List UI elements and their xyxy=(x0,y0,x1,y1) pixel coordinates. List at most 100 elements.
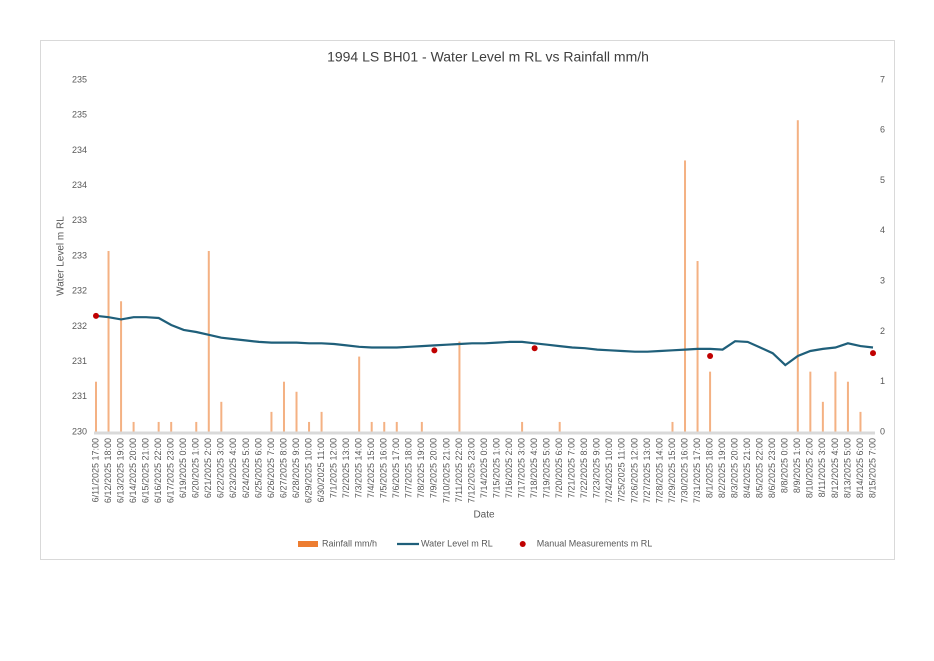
rain-bar xyxy=(696,261,699,432)
legend-swatch xyxy=(298,541,318,547)
manual-point xyxy=(870,350,876,357)
x-tick-label: 7/4/2025 15:00 xyxy=(366,438,376,498)
x-tick-label: 7/11/2025 22:00 xyxy=(454,438,464,502)
x-tick-label: 7/27/2025 13:00 xyxy=(642,438,652,503)
x-tick-label: 6/24/2025 5:00 xyxy=(241,438,251,498)
x-tick-label: 7/22/2025 8:00 xyxy=(579,438,589,498)
legend-label: Rainfall mm/h xyxy=(322,538,377,548)
rain-bar xyxy=(395,421,398,432)
x-tick-label: 6/22/2025 3:00 xyxy=(216,438,226,498)
x-tick-label: 6/19/2025 0:00 xyxy=(178,438,188,498)
x-tick-label: 7/19/2025 5:00 xyxy=(542,438,552,498)
x-tick-label: 7/10/2025 21:00 xyxy=(441,438,451,503)
x-tick-label: 7/1/2025 12:00 xyxy=(328,438,338,498)
rain-bar xyxy=(308,421,311,432)
rain-bar xyxy=(834,371,837,432)
manual-point xyxy=(531,345,538,352)
x-tick-label: 6/29/2025 10:00 xyxy=(303,438,313,503)
y-tick-label: 230 xyxy=(72,426,87,436)
rain-bar xyxy=(132,421,135,432)
rain-bar xyxy=(270,411,273,432)
x-tick-label: 6/13/2025 19:00 xyxy=(115,438,125,503)
x-tick-label: 6/30/2025 11:00 xyxy=(316,438,326,502)
rain-bar xyxy=(859,411,862,432)
rain-bar xyxy=(558,421,561,432)
rain-bar xyxy=(821,401,824,432)
x-tick-label: 8/1/2025 18:00 xyxy=(704,438,714,498)
x-tick-label: 7/2/2025 13:00 xyxy=(341,438,351,498)
x-tick-label: 8/6/2025 23:00 xyxy=(767,438,777,498)
x-tick-label: 8/4/2025 21:00 xyxy=(742,438,752,498)
x-tick-label: 7/29/2025 15:00 xyxy=(667,438,677,503)
y-tick-label: 233 xyxy=(72,250,87,260)
x-tick-label: 7/20/2025 6:00 xyxy=(554,438,564,498)
y-tick-label: 233 xyxy=(72,215,87,225)
rain-bar xyxy=(320,411,323,432)
y-tick-label: 231 xyxy=(72,356,87,366)
x-tick-label: 7/30/2025 16:00 xyxy=(679,438,689,503)
y-tick-label: 235 xyxy=(72,110,87,120)
x-tick-label: 8/14/2025 6:00 xyxy=(855,438,865,498)
x-tick-label: 6/28/2025 9:00 xyxy=(291,438,301,498)
x-tick-label: 6/27/2025 8:00 xyxy=(278,438,288,498)
legend-label: Water Level m RL xyxy=(421,538,493,548)
y2-tick-label: 5 xyxy=(880,175,885,185)
y-axis-title: Water Level m RL xyxy=(56,216,67,296)
x-tick-label: 8/15/2025 7:00 xyxy=(867,438,877,498)
rain-bar xyxy=(207,250,210,432)
x-tick-label: 6/16/2025 22:00 xyxy=(153,438,163,503)
x-tick-label: 7/6/2025 17:00 xyxy=(391,438,401,498)
rain-bar xyxy=(684,160,687,432)
x-tick-label: 7/9/2025 20:00 xyxy=(429,438,439,498)
x-tick-label: 7/7/2025 18:00 xyxy=(404,438,414,498)
water-level-line xyxy=(95,314,874,367)
x-tick-label: 6/23/2025 4:00 xyxy=(228,438,238,498)
x-tick-label: 7/5/2025 16:00 xyxy=(379,438,389,498)
x-tick-label: 8/11/2025 3:00 xyxy=(817,438,827,497)
x-tick-label: 7/28/2025 14:00 xyxy=(654,438,664,503)
manual-point xyxy=(93,312,99,319)
y2-tick-label: 6 xyxy=(880,125,885,135)
rain-bar xyxy=(709,371,712,432)
manual-point xyxy=(431,347,438,354)
manual-point xyxy=(707,352,714,359)
x-tick-label: 7/18/2025 4:00 xyxy=(529,438,539,498)
x-tick-label: 7/31/2025 17:00 xyxy=(692,438,702,503)
x-tick-label: 7/8/2025 19:00 xyxy=(416,438,426,498)
rain-bar xyxy=(107,250,110,432)
x-tick-label: 7/26/2025 12:00 xyxy=(629,438,639,503)
x-tick-label: 6/26/2025 7:00 xyxy=(266,438,276,498)
rain-bar xyxy=(521,421,524,432)
chart-frame xyxy=(40,40,895,560)
x-tick-label: 7/25/2025 11:00 xyxy=(617,438,627,502)
y2-tick-label: 0 xyxy=(880,426,885,436)
rain-bar xyxy=(95,381,97,432)
x-tick-label: 7/15/2025 1:00 xyxy=(491,438,501,498)
x-tick-label: 6/12/2025 18:00 xyxy=(103,438,113,503)
rain-bar xyxy=(796,120,799,432)
x-tick-label: 8/9/2025 1:00 xyxy=(792,438,802,493)
y2-tick-label: 7 xyxy=(880,74,885,84)
x-tick-label: 7/14/2025 0:00 xyxy=(479,438,489,498)
y-tick-label: 234 xyxy=(72,180,87,190)
x-tick-label: 6/14/2025 20:00 xyxy=(128,438,138,503)
y-tick-label: 235 xyxy=(72,74,87,84)
x-tick-label: 7/17/2025 3:00 xyxy=(516,438,526,498)
x-tick-label: 8/13/2025 5:00 xyxy=(842,438,852,498)
rain-bar xyxy=(370,421,373,432)
x-tick-label: 6/25/2025 6:00 xyxy=(253,438,263,498)
x-tick-label: 8/10/2025 2:00 xyxy=(805,438,815,498)
y2-tick-label: 1 xyxy=(880,376,885,386)
y-tick-label: 234 xyxy=(72,145,87,155)
rain-bar xyxy=(295,391,298,432)
x-tick-label: 6/20/2025 1:00 xyxy=(191,438,201,498)
x-tick-label: 7/23/2025 9:00 xyxy=(592,438,602,498)
x-tick-label: 6/15/2025 21:00 xyxy=(141,438,151,503)
x-tick-label: 8/8/2025 0:00 xyxy=(780,438,790,493)
x-tick-label: 6/17/2025 23:00 xyxy=(166,438,176,503)
rain-bar xyxy=(358,356,361,432)
y2-tick-label: 4 xyxy=(880,225,885,235)
rain-bar xyxy=(195,421,198,432)
rain-bar xyxy=(157,421,160,432)
rain-bar xyxy=(458,341,461,432)
